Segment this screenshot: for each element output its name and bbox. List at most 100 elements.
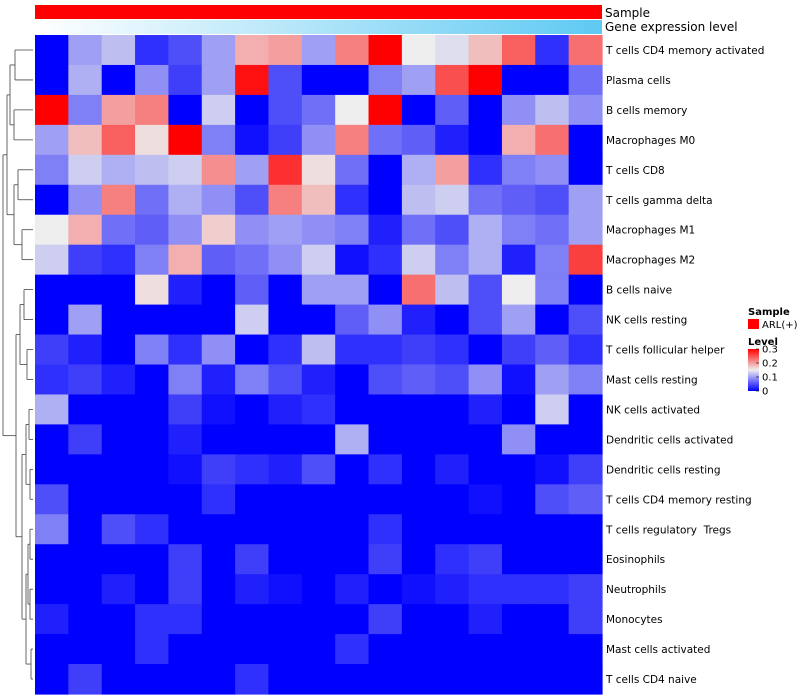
heatmap-cell [535,94,570,126]
heatmap-cell [368,334,403,366]
heatmap-cell [101,454,136,485]
heatmap-cell [468,214,503,246]
heatmap-cell [435,184,470,216]
heatmap-cell [201,244,236,276]
heatmap-cell [501,214,536,246]
heatmap-cell [235,304,270,336]
heatmap-cell [68,514,103,545]
heatmap-cell [368,184,403,216]
heatmap-cell [468,424,503,455]
heatmap-cell [368,634,403,665]
row-label: T cells regulatory Tregs [605,524,731,536]
heatmap-cell [401,394,436,425]
row-label: T cells CD4 naive [605,674,697,686]
heatmap-cell [535,214,570,246]
heatmap-cell [401,664,436,695]
heatmap-cell [268,64,303,96]
heatmap-cell [201,544,236,575]
heatmap-cell [368,454,403,485]
heatmap-cell [335,574,370,605]
heatmap-cell [201,214,236,246]
heatmap-cell [235,274,270,306]
row-label: Plasma cells [606,75,671,87]
heatmap-cell [501,574,536,605]
heatmap-cell [201,184,236,216]
heatmap-cell [68,364,103,396]
heatmap-cell [101,214,136,246]
heatmap-cell [168,94,203,126]
heatmap-cell [535,124,570,156]
heatmap-cell [168,544,203,575]
heatmap-cell [335,514,370,545]
heatmap-cell [568,604,603,635]
heatmap-cell [401,184,436,216]
heatmap-cell [68,634,103,665]
heatmap-cell [435,604,470,635]
heatmap-cell [568,274,603,306]
heatmap-cell [235,604,270,635]
heatmap-cell [468,484,503,515]
heatmap-cell [135,94,170,126]
heatmap-cell [168,454,203,485]
heatmap-cell [535,304,570,336]
heatmap-cell [268,154,303,186]
heatmap-cell [68,334,103,366]
heatmap-cell [568,304,603,336]
heatmap-cell [335,544,370,575]
heatmap-cell [335,124,370,156]
heatmap-cell [335,634,370,665]
heatmap-cell [201,484,236,515]
heatmap-cell [68,214,103,246]
heatmap-cell [235,35,270,66]
heatmap-cell [201,454,236,485]
heatmap-cell [135,184,170,216]
heatmap-cell [35,484,69,515]
heatmap-cell [368,514,403,545]
heatmap-cell [201,574,236,605]
heatmap-cell [135,304,170,336]
heatmap-cell [135,364,170,396]
heatmap-cell [35,394,69,425]
heatmap-cell [268,394,303,425]
heatmap-cell [268,364,303,396]
heatmap-cell [335,274,370,306]
heatmap-cell [335,424,370,455]
heatmap-cell [101,484,136,515]
heatmap-cell [301,664,336,695]
heatmap-cell [501,244,536,276]
heatmap-cell [501,424,536,455]
heatmap-cell [435,544,470,575]
heatmap-cell [435,364,470,396]
heatmap-cell [135,394,170,425]
heatmap-cell [535,514,570,545]
heatmap-cell [468,274,503,306]
heatmap-cell [435,124,470,156]
heatmap-cell [335,154,370,186]
heatmap-cell [568,364,603,396]
heatmap-cell [135,484,170,515]
heatmap-cell [435,454,470,485]
heatmap-cell [568,514,603,545]
heatmap-cell [35,634,69,665]
heatmap-cell [101,304,136,336]
heatmap-cell [35,64,69,96]
heatmap-cell [68,424,103,455]
heatmap-cell [101,604,136,635]
heatmap-cell [268,214,303,246]
heatmap-cell [168,424,203,455]
heatmap-cell [568,35,603,66]
heatmap-cell [35,154,69,186]
heatmap-cell [301,35,336,66]
heatmap-cell [268,124,303,156]
heatmap-cell [468,454,503,485]
heatmap-cell [301,394,336,425]
heatmap-cell [235,94,270,126]
heatmap-cell [335,64,370,96]
heatmap-cell [68,35,103,66]
heatmap-cell [268,454,303,485]
heatmap-cell [368,64,403,96]
heatmap-cell [501,604,536,635]
heatmap-cell [535,424,570,455]
heatmap-cell [68,454,103,485]
